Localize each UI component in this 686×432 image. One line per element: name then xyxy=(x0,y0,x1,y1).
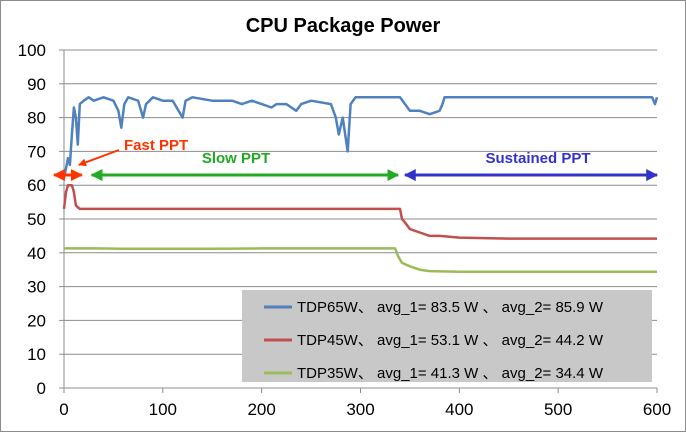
x-tick-label: 200 xyxy=(247,400,275,419)
y-tick-label: 40 xyxy=(27,244,46,263)
series-line-2 xyxy=(64,247,657,273)
chart-title: CPU Package Power xyxy=(246,15,441,37)
y-tick-label: 30 xyxy=(27,278,46,297)
x-tick-label: 0 xyxy=(59,400,68,419)
annotation-label-1: Slow PPT xyxy=(202,150,270,167)
legend: TDP65W、 avg_1= 83.5 W 、 avg_2= 85.9 W TDP… xyxy=(242,290,652,382)
y-tick-label: 70 xyxy=(27,142,46,161)
axis-layer: 0 10 20 30 40 50 60 70 80 90 100 0 100 200 300 400 500 60… xyxy=(18,41,672,419)
x-tick-label: 500 xyxy=(544,400,572,419)
x-tick-label: 400 xyxy=(445,400,473,419)
y-tick-label: 10 xyxy=(27,345,46,364)
y-tick-label: 0 xyxy=(37,379,46,398)
annotation-label-2: Sustained PPT xyxy=(485,150,590,167)
y-tick-label: 100 xyxy=(18,41,46,60)
x-tick-label: 600 xyxy=(643,400,671,419)
series-layer xyxy=(62,96,659,273)
y-tick-label: 90 xyxy=(27,75,46,94)
legend-label-0: TDP65W、 avg_1= 83.5 W 、 avg_2= 85.9 W xyxy=(297,299,604,316)
x-tick-label: 100 xyxy=(149,400,177,419)
annotation-layer: Fast PPT Slow PPT Sustained PPT xyxy=(52,137,659,182)
y-tick-label: 60 xyxy=(27,176,46,195)
annotation-label-0: Fast PPT xyxy=(124,137,188,154)
legend-label-2: TDP35W、 avg_1= 41.3 W 、 avg_2= 34.4 W xyxy=(297,365,604,382)
legend-box xyxy=(242,290,652,382)
series-line-1 xyxy=(62,183,657,240)
series-line-0 xyxy=(62,96,659,179)
y-tick-label: 80 xyxy=(27,109,46,128)
y-tick-label: 20 xyxy=(27,311,46,330)
y-tick-label: 50 xyxy=(27,210,46,229)
legend-label-1: TDP45W、 avg_1= 53.1 W 、 avg_2= 44.2 W xyxy=(297,332,604,349)
x-tick-label: 300 xyxy=(346,400,374,419)
fast-ppt-pointer xyxy=(78,149,120,167)
